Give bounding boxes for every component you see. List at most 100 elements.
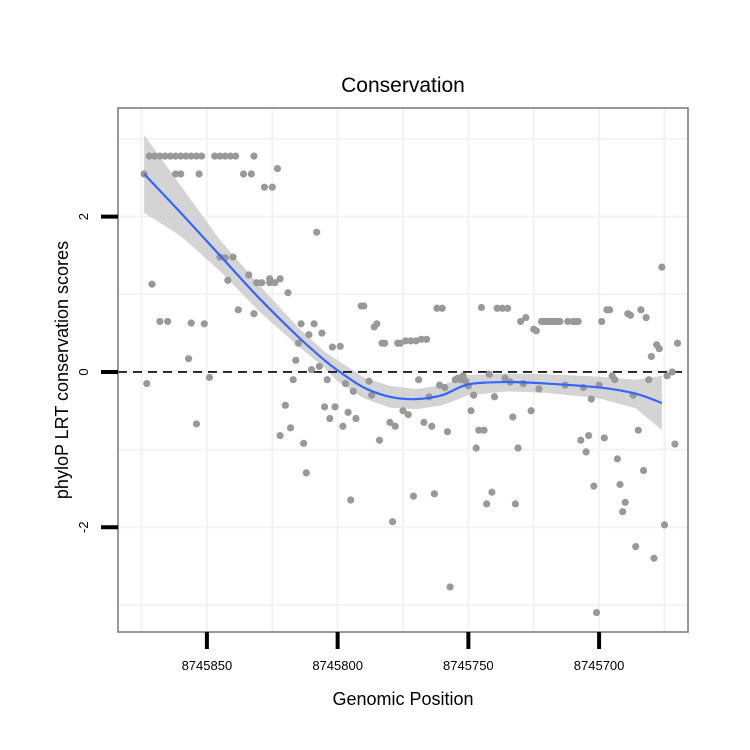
data-point: [313, 228, 321, 236]
data-point: [637, 306, 645, 314]
data-point: [467, 407, 475, 415]
data-point: [673, 339, 682, 347]
data-point: [273, 164, 282, 173]
data-point: [297, 320, 305, 328]
data-point: [459, 372, 467, 380]
x-tick-label: 8745850: [182, 658, 233, 673]
data-point: [148, 280, 156, 288]
confidence-band-group: [144, 135, 662, 431]
data-point: [613, 455, 622, 463]
y-axis-label: phyloP LRT conservation scores: [52, 241, 72, 499]
data-point: [420, 418, 428, 426]
data-point: [509, 413, 517, 421]
data-point: [441, 383, 449, 392]
data-point: [409, 492, 418, 500]
data-point: [472, 444, 480, 452]
data-point: [428, 422, 436, 430]
data-point: [276, 275, 284, 283]
data-point: [647, 352, 655, 361]
data-point: [318, 329, 326, 337]
data-point: [229, 253, 237, 261]
data-point: [216, 152, 224, 160]
data-point: [349, 387, 357, 395]
data-point: [271, 279, 279, 287]
data-point: [446, 583, 454, 591]
data-point: [145, 152, 153, 160]
data-point: [598, 317, 606, 326]
data-point: [360, 302, 368, 310]
data-point: [156, 317, 164, 326]
data-point: [522, 314, 530, 322]
data-point: [386, 418, 394, 426]
data-point: [388, 518, 397, 526]
data-point: [626, 311, 635, 319]
data-point: [480, 426, 488, 434]
data-point: [286, 424, 295, 432]
x-axis-label: Genomic Position: [332, 689, 473, 709]
data-point: [373, 320, 381, 328]
data-point: [621, 498, 629, 506]
data-point: [336, 342, 344, 350]
data-point: [232, 152, 240, 160]
data-point: [592, 608, 601, 617]
smooth-trend-line: [143, 173, 663, 405]
chart-title: Conservation: [341, 74, 465, 97]
data-point: [391, 422, 399, 430]
data-point: [517, 317, 525, 326]
data-point: [258, 279, 266, 287]
data-point: [252, 279, 261, 287]
data-point: [493, 304, 501, 312]
data-point: [289, 376, 297, 384]
x-tick-label: 8745750: [443, 658, 494, 673]
data-point: [310, 320, 318, 328]
data-point: [250, 152, 258, 160]
data-points: [140, 152, 682, 617]
data-point: [331, 403, 339, 411]
data-point: [260, 183, 269, 191]
x-tick-label: 8745700: [574, 658, 625, 673]
data-point: [192, 152, 201, 160]
data-point: [156, 152, 164, 160]
data-point: [556, 317, 564, 326]
data-point: [307, 366, 316, 374]
data-point: [655, 345, 663, 353]
data-point: [177, 170, 185, 178]
data-point: [417, 335, 425, 343]
data-point: [650, 554, 658, 562]
data-point: [590, 482, 598, 490]
data-point: [328, 343, 337, 351]
data-point: [498, 304, 506, 312]
data-point: [164, 317, 172, 326]
data-point: [527, 407, 535, 415]
data-point: [422, 335, 431, 343]
data-point: [143, 379, 151, 388]
data-point: [323, 376, 331, 384]
data-point: [639, 466, 648, 475]
data-point: [671, 440, 679, 448]
data-point: [577, 436, 585, 444]
data-point: [430, 490, 438, 498]
data-point: [326, 414, 334, 423]
data-point: [171, 152, 180, 160]
y-tick-label: -2: [76, 521, 91, 533]
data-point: [195, 170, 203, 178]
data-point: [234, 306, 242, 314]
data-point: [381, 339, 389, 347]
data-point: [600, 434, 608, 442]
data-point: [616, 480, 624, 489]
data-point: [177, 152, 185, 160]
data-point: [200, 320, 208, 328]
data-point: [532, 327, 540, 335]
data-point: [166, 152, 174, 160]
data-point: [477, 303, 486, 312]
data-point: [151, 152, 159, 160]
data-point: [315, 362, 323, 371]
data-point: [511, 500, 520, 508]
data-point: [182, 152, 190, 160]
data-point: [247, 170, 255, 178]
data-point: [320, 403, 329, 411]
data-point: [582, 448, 590, 456]
data-point: [250, 310, 258, 318]
data-point: [339, 422, 347, 430]
